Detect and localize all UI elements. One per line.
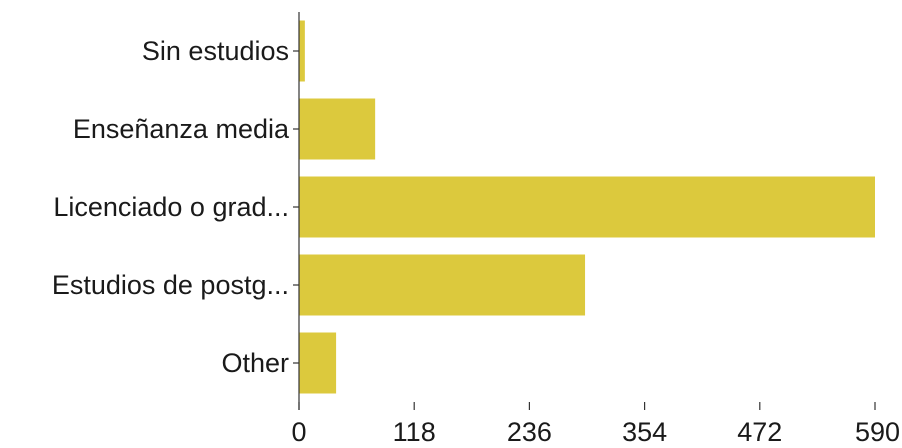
category-label-estudios-de-postg: Estudios de postg...	[52, 270, 289, 300]
category-labels: Sin estudios Enseñanza media Licenciado o …	[52, 36, 299, 378]
category-label-ensenanza-media: Enseñanza media	[73, 114, 290, 144]
bar-licenciado-o-grad	[299, 176, 875, 238]
x-axis-ticks: 0 118 236 354 472 590	[291, 402, 900, 447]
category-label-licenciado-o-grad: Licenciado o grad...	[53, 192, 289, 222]
bar-estudios-de-postg	[299, 254, 586, 316]
bar-sin-estudios	[299, 20, 305, 82]
x-tick-label: 236	[507, 417, 552, 447]
bar-ensenanza-media	[299, 98, 376, 160]
x-tick-label: 590	[855, 417, 900, 447]
category-label-other: Other	[221, 348, 289, 378]
category-label-sin-estudios: Sin estudios	[142, 36, 289, 66]
bars-layer	[299, 20, 875, 394]
bar-other	[299, 332, 337, 394]
x-tick-label: 354	[622, 417, 667, 447]
x-tick-label: 118	[393, 417, 436, 447]
x-tick-label: 0	[291, 417, 306, 447]
x-tick-label: 472	[737, 417, 782, 447]
